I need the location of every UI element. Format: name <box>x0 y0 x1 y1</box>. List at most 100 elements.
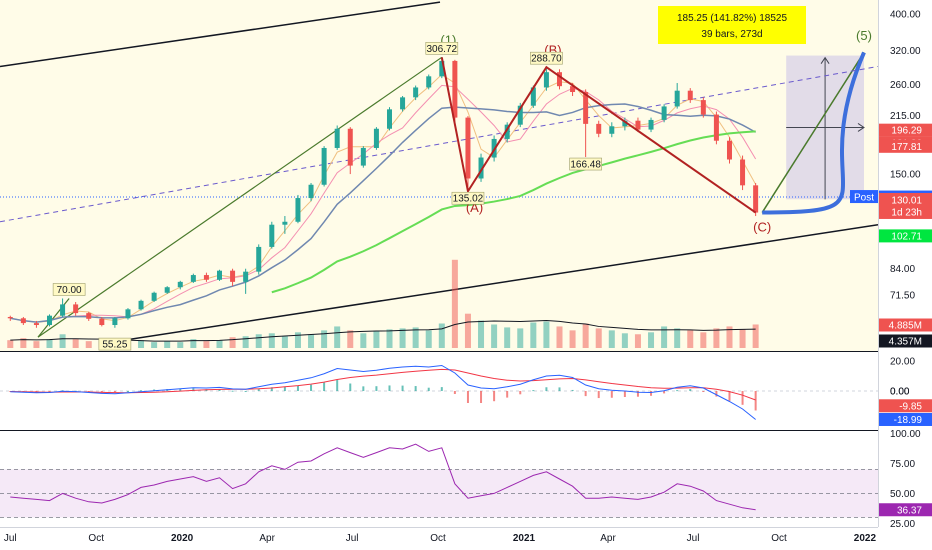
candle-body[interactable] <box>596 123 602 134</box>
candle-body[interactable] <box>753 185 759 213</box>
candle-body[interactable] <box>452 60 458 118</box>
macd-tag-1 <box>879 399 932 413</box>
candle-body[interactable] <box>400 97 406 110</box>
channel-upper-line[interactable] <box>0 1 441 68</box>
candle-body[interactable] <box>243 271 249 282</box>
candle-body[interactable] <box>674 90 680 107</box>
candle-body[interactable] <box>230 270 236 282</box>
macd-histogram-bar <box>87 391 90 392</box>
candle-body[interactable] <box>687 90 693 101</box>
macd-histogram-bar <box>401 385 404 391</box>
channel-midline[interactable] <box>0 65 878 223</box>
candle-body[interactable] <box>478 157 484 179</box>
macd-histogram-bar <box>296 385 299 391</box>
price-tag-0 <box>879 123 932 137</box>
candle-body[interactable] <box>504 124 510 139</box>
price-axis-label-2: 260.00 <box>890 80 921 91</box>
wave-1-line[interactable] <box>37 56 443 338</box>
macd-histogram-bar <box>427 387 430 391</box>
candle-body[interactable] <box>282 221 288 225</box>
candle-body[interactable] <box>20 318 26 324</box>
candle-body[interactable] <box>151 292 157 301</box>
candle-body[interactable] <box>700 100 706 115</box>
candle-body[interactable] <box>726 140 732 160</box>
candle-body[interactable] <box>648 119 654 130</box>
candle-body[interactable] <box>125 309 131 319</box>
channel-lower-line[interactable] <box>109 223 878 344</box>
macd-histogram-bar <box>283 386 286 391</box>
candle-body[interactable] <box>517 105 523 125</box>
candle-body[interactable] <box>138 300 144 310</box>
candle-body[interactable] <box>256 246 262 272</box>
projection-curve[interactable] <box>762 51 866 215</box>
volume-bar <box>255 334 262 348</box>
macd-histogram-bar <box>179 388 182 391</box>
candle-body[interactable] <box>86 313 92 319</box>
macd-tag-2-text: -18.99 <box>894 415 923 426</box>
candle-body[interactable] <box>439 60 445 77</box>
price-axis-label-1: 320.00 <box>890 46 921 57</box>
volume-bar <box>752 324 759 348</box>
candle-body[interactable] <box>308 184 314 199</box>
macd-histogram-bar <box>480 391 483 403</box>
volume-bar <box>478 320 485 348</box>
candle-body[interactable] <box>73 304 79 314</box>
volume-bar <box>582 323 589 348</box>
time-axis-label-7: Apr <box>600 533 616 544</box>
candle-body[interactable] <box>190 275 196 282</box>
measure-info-box[interactable] <box>658 6 806 44</box>
macd-histogram-bar <box>506 391 509 398</box>
candle-body[interactable] <box>347 128 353 166</box>
wave-label-3[interactable]: (C) <box>753 220 771 235</box>
macd-histogram-bar <box>754 391 757 411</box>
candle-body[interactable] <box>622 120 628 127</box>
candle-body[interactable] <box>413 87 419 98</box>
candle-body[interactable] <box>713 114 719 141</box>
candle-body[interactable] <box>33 323 39 326</box>
time-axis-label-4: Jul <box>346 533 359 544</box>
candle-body[interactable] <box>465 117 471 179</box>
macd-histogram-bar <box>218 389 221 391</box>
candle-body[interactable] <box>112 318 118 326</box>
candle-body[interactable] <box>269 224 275 247</box>
wave-label-4[interactable]: (5) <box>856 28 872 43</box>
candle-body[interactable] <box>217 270 222 280</box>
candle-body[interactable] <box>177 281 183 288</box>
candle-body[interactable] <box>583 91 589 124</box>
candle-body[interactable] <box>334 128 340 148</box>
time-axis-label-3: Apr <box>259 533 275 544</box>
target-line[interactable] <box>761 52 865 213</box>
candle-body[interactable] <box>530 87 536 106</box>
macd-histogram-bar <box>558 387 561 391</box>
candle-body[interactable] <box>164 287 170 293</box>
volume-bar <box>59 334 66 348</box>
price-axis-background[interactable] <box>878 0 932 550</box>
candle-body[interactable] <box>99 318 105 326</box>
candle-body[interactable] <box>661 106 667 120</box>
candle-body[interactable] <box>740 159 746 186</box>
candle-body[interactable] <box>47 315 53 326</box>
candle-body[interactable] <box>360 147 366 166</box>
measure-bars-text: 39 bars, 273d <box>701 29 762 40</box>
macd-histogram-bar <box>244 391 247 392</box>
candle-body[interactable] <box>556 72 562 87</box>
candle-body[interactable] <box>543 72 549 88</box>
candle-body[interactable] <box>7 316 13 319</box>
macd-tag-2 <box>879 412 932 426</box>
candle-body[interactable] <box>426 76 432 88</box>
volume-bar <box>491 324 498 348</box>
time-axis-background[interactable] <box>0 527 878 550</box>
candle-body[interactable] <box>321 147 327 185</box>
candle-body[interactable] <box>203 275 209 280</box>
candle-body[interactable] <box>570 86 576 92</box>
candle-body[interactable] <box>60 304 66 316</box>
candle-body[interactable] <box>386 109 392 129</box>
candle-body[interactable] <box>295 198 301 222</box>
price-note-box <box>451 191 485 205</box>
abc-correction-line[interactable] <box>440 57 757 214</box>
candle-body[interactable] <box>635 120 641 130</box>
macd-axis-label-0: 20.00 <box>890 357 915 368</box>
candle-body[interactable] <box>373 128 379 148</box>
candle-body[interactable] <box>609 126 615 134</box>
